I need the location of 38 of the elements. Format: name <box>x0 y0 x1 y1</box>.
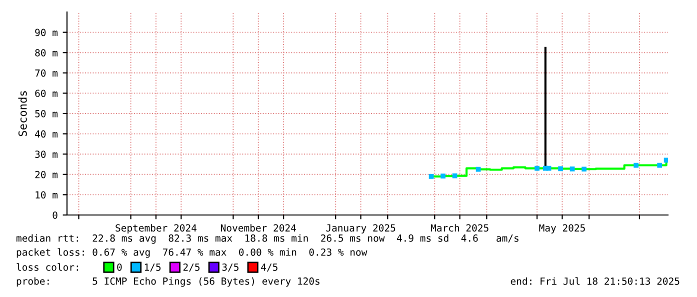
text: median rtt: 22.8 ms avg 82.3 ms max 18.8 ms min 26.5 ms now 4.9 ms sd 4.6 am/s <box>16 234 518 244</box>
legend-title: loss color: <box>16 263 78 271</box>
legend-label: 4/5 <box>261 264 278 272</box>
y-tick-label: 60 m <box>35 90 58 98</box>
point <box>664 158 668 163</box>
y-tick-label: 50 m <box>35 110 58 118</box>
text: packet loss: 0.67 % avg 76.47 % max 0.00 % min 0.23 % now <box>16 248 368 258</box>
legend-label: 1/5 <box>144 264 161 272</box>
legend-label: 3/5 <box>222 263 238 272</box>
point <box>440 174 446 178</box>
y-tick-label: 20 m <box>35 170 58 178</box>
y-tick-label: 70 m <box>35 69 58 77</box>
x-tick-label: May 2025 <box>539 224 585 234</box>
point <box>476 166 481 172</box>
point <box>558 166 563 172</box>
x-tick-label: September 2024 <box>116 224 196 234</box>
y-tick-label: 90 m <box>35 28 58 36</box>
text: probe: 5 ICMP Echo Pings (56 Bytes) every 120s <box>16 277 320 287</box>
x-tick-label: January 2025 <box>326 224 396 234</box>
y-tick-label: 80 m <box>35 49 58 56</box>
point <box>657 162 662 168</box>
point <box>546 166 552 171</box>
x-tick-label: March 2025 <box>430 224 488 232</box>
text: end: Fri Jul 18 21:50:13 2025 <box>510 277 680 285</box>
point <box>452 173 458 178</box>
y-tick-label: 10 m <box>36 191 58 199</box>
y-tick-label: 40 m <box>35 130 58 138</box>
y-tick-label: 30 m <box>35 150 58 158</box>
y-tick-label: 0 <box>52 212 58 219</box>
point <box>634 162 639 168</box>
x-tick-label: November 2024 <box>220 224 296 232</box>
point <box>570 166 575 172</box>
legend-label: 2/5 <box>183 263 200 272</box>
point <box>534 166 540 171</box>
point <box>582 166 586 172</box>
y-axis-title: Seconds <box>18 91 27 136</box>
legend-label: 0 <box>117 263 122 271</box>
point <box>428 174 434 179</box>
